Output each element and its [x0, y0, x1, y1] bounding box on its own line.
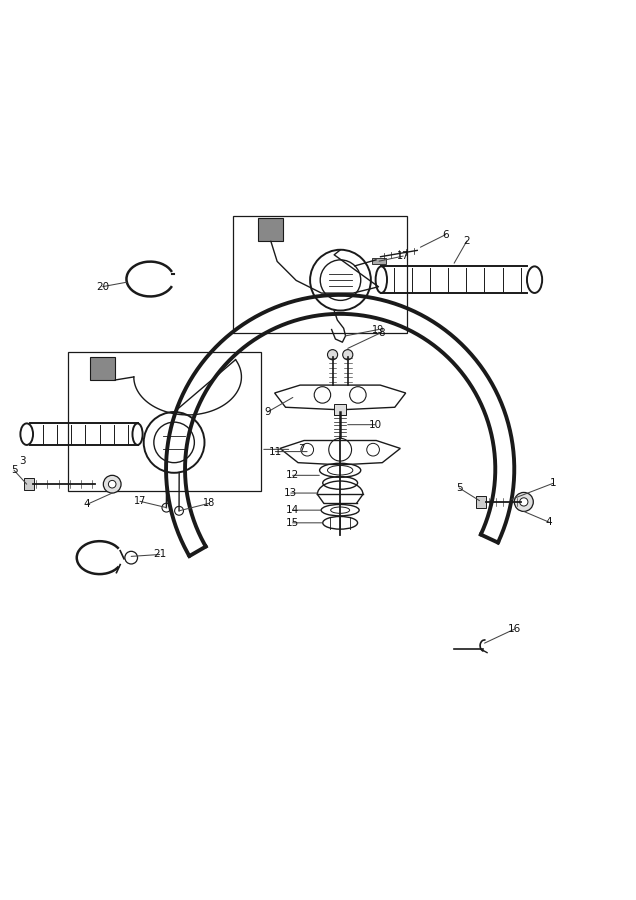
- Ellipse shape: [376, 266, 387, 293]
- Text: 16: 16: [508, 625, 521, 634]
- Text: 15: 15: [286, 518, 300, 527]
- Ellipse shape: [527, 266, 542, 293]
- Bar: [476, 496, 487, 508]
- Bar: [24, 479, 34, 490]
- Ellipse shape: [103, 475, 121, 493]
- Circle shape: [162, 503, 171, 512]
- Bar: [258, 219, 284, 241]
- Text: 4: 4: [83, 500, 90, 509]
- Text: 11: 11: [269, 446, 282, 456]
- Bar: [372, 258, 386, 265]
- Text: 5: 5: [11, 465, 17, 475]
- Text: 10: 10: [368, 419, 382, 429]
- Ellipse shape: [20, 423, 33, 445]
- Text: 1: 1: [550, 479, 556, 489]
- Ellipse shape: [515, 492, 534, 511]
- Text: 17: 17: [134, 496, 146, 507]
- Text: 17: 17: [397, 251, 410, 261]
- Text: 19: 19: [372, 325, 385, 335]
- Text: 9: 9: [264, 407, 271, 417]
- Circle shape: [343, 349, 353, 360]
- Bar: [233, 216, 406, 333]
- Bar: [90, 357, 115, 380]
- Text: 4: 4: [546, 518, 553, 527]
- Text: 13: 13: [284, 488, 298, 498]
- Text: 5: 5: [456, 483, 462, 493]
- Text: 21: 21: [153, 550, 167, 560]
- Text: 14: 14: [286, 505, 300, 515]
- Text: 8: 8: [378, 328, 385, 338]
- Ellipse shape: [520, 498, 528, 506]
- Text: 18: 18: [204, 499, 216, 508]
- Ellipse shape: [108, 481, 116, 488]
- Ellipse shape: [132, 423, 142, 445]
- Bar: [334, 404, 347, 415]
- Text: 12: 12: [286, 471, 300, 481]
- Text: 3: 3: [19, 456, 25, 466]
- Circle shape: [125, 552, 137, 564]
- Circle shape: [328, 349, 338, 360]
- Text: 6: 6: [443, 230, 449, 239]
- Bar: [68, 352, 261, 491]
- Text: 2: 2: [464, 236, 470, 246]
- Text: 20: 20: [96, 282, 109, 292]
- Text: 7: 7: [298, 445, 305, 455]
- Circle shape: [175, 507, 183, 515]
